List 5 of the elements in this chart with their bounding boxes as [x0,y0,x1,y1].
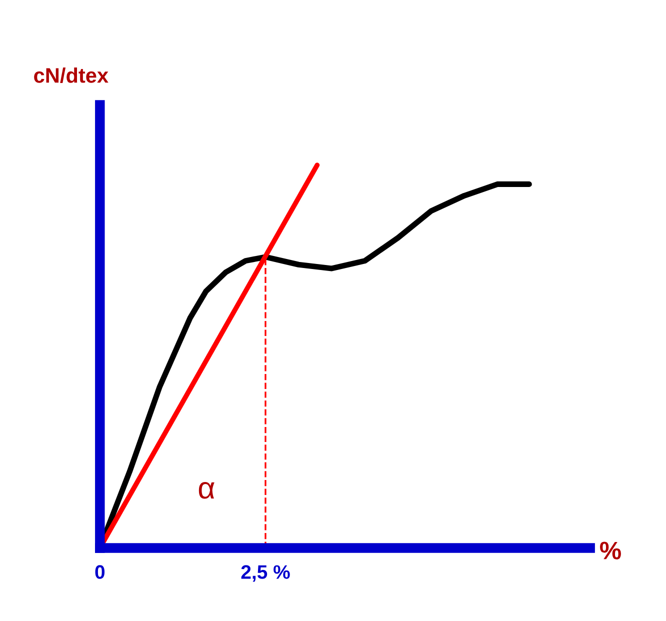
annotation: α [198,482,214,499]
x-tick-label: 2,5 % [241,565,290,582]
y-axis-title: cN/dtex [34,68,108,84]
x-tick-label: 0 [95,565,105,579]
x-axis-title: % [600,542,621,560]
